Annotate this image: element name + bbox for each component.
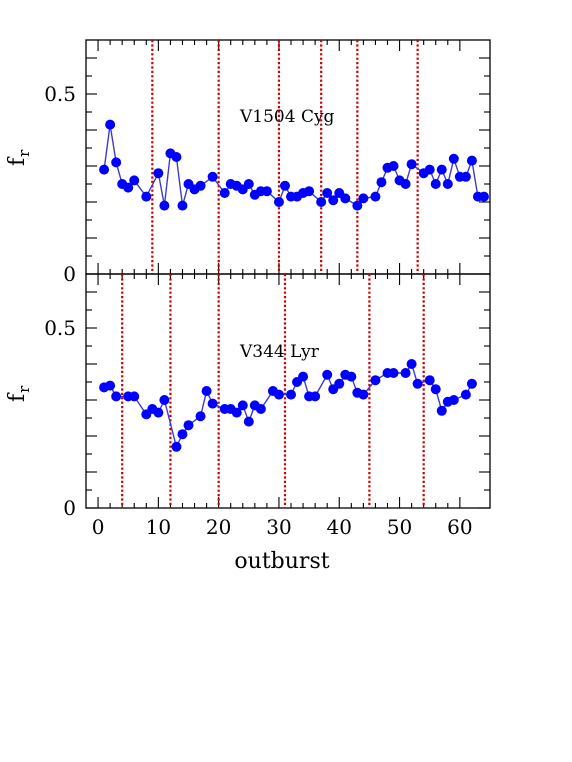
data-point: [243, 416, 254, 427]
data-point: [219, 188, 230, 198]
data-point: [346, 371, 357, 382]
data-point: [171, 152, 182, 162]
y-axis-label-subscript: r: [15, 149, 33, 157]
data-point: [442, 179, 453, 189]
y-tick-label: 0.5: [44, 316, 76, 340]
data-point: [273, 389, 284, 400]
data-point: [460, 171, 471, 182]
x-axis-label: outburst: [234, 549, 329, 574]
data-point: [231, 407, 242, 418]
data-point: [129, 391, 140, 402]
data-point: [141, 191, 152, 202]
data-point: [159, 395, 170, 405]
data-point: [460, 389, 471, 400]
data-point: [358, 193, 369, 204]
data-point: [273, 197, 284, 207]
data-point: [328, 195, 339, 206]
data-point: [430, 384, 441, 395]
plot-frame: [85, 39, 491, 275]
data-point: [370, 191, 381, 202]
y-axis-label: fr: [5, 385, 33, 402]
data-point: [279, 180, 290, 191]
data-point: [195, 180, 206, 191]
data-point: [448, 395, 459, 405]
data-point: [111, 157, 122, 168]
data-point: [388, 368, 399, 378]
data-point: [376, 177, 387, 188]
data-point: [286, 389, 297, 400]
data-point: [358, 389, 369, 400]
data-point: [159, 200, 170, 211]
data-point: [105, 119, 116, 130]
data-point: [322, 188, 333, 198]
y-tick-label: 0: [63, 496, 76, 520]
panel-label-v344-lyr: V344 Lyr: [239, 342, 320, 362]
y-axis-label-main: f: [5, 156, 30, 166]
x-tick-label: 30: [266, 515, 291, 539]
data-point: [201, 386, 212, 396]
data-point: [334, 378, 345, 389]
data-point: [177, 429, 188, 440]
data-point: [388, 161, 399, 171]
y-tick-label: 0.5: [44, 82, 76, 106]
data-point: [171, 441, 182, 452]
data-point: [352, 200, 363, 211]
data-point: [153, 407, 164, 418]
panel-v1504-cyg: V1504 Cyg fr 0.5 0: [5, 39, 491, 286]
data-point: [195, 411, 206, 422]
data-point: [255, 404, 266, 414]
data-point: [183, 420, 194, 431]
data-point: [322, 369, 333, 380]
data-point: [123, 182, 134, 193]
data-point: [400, 368, 411, 378]
x-tick-label: 0: [92, 515, 105, 539]
data-point: [406, 159, 417, 170]
data-point: [207, 171, 218, 182]
data-point: [207, 398, 218, 409]
data-point: [436, 405, 447, 416]
x-tick-label: 40: [327, 515, 352, 539]
data-point: [153, 168, 164, 179]
data-point: [424, 375, 435, 386]
x-tick-label: 50: [387, 515, 412, 539]
data-point: [237, 400, 248, 411]
data-point: [177, 200, 188, 211]
y-axis-label: fr: [5, 149, 33, 166]
data-point: [340, 193, 351, 204]
data-point: [261, 186, 272, 197]
data-point: [424, 164, 435, 175]
data-point: [243, 179, 254, 189]
data-point: [129, 175, 140, 186]
data-point: [436, 164, 447, 175]
data-point: [406, 359, 417, 369]
series-line: [103, 362, 473, 449]
x-tick-label: 10: [146, 515, 171, 539]
data-point: [370, 375, 381, 386]
data-point: [316, 197, 327, 207]
data-point: [448, 153, 459, 164]
data-point: [400, 179, 411, 189]
data-point: [466, 155, 477, 166]
y-tick-label: 0: [63, 262, 76, 286]
panel-v344-lyr: V344 Lyr fr outburst 0.5 00 10 20 30 40 50 60: [5, 273, 491, 574]
y-axis-label-main: f: [5, 392, 30, 402]
data-point: [478, 191, 489, 202]
x-tick-label: 60: [447, 515, 472, 539]
data-point: [105, 380, 116, 391]
plot-frame: [85, 273, 491, 509]
data-point: [99, 164, 110, 175]
y-axis-label-subscript: r: [15, 385, 33, 393]
data-point: [111, 391, 122, 402]
data-point: [412, 378, 423, 389]
data-point: [430, 179, 441, 189]
panel-label-v1504-cyg: V1504 Cyg: [239, 107, 335, 127]
data-point: [466, 378, 477, 389]
data-point: [298, 371, 309, 382]
x-tick-label: 20: [206, 515, 231, 539]
data-point: [310, 391, 321, 402]
data-point: [304, 186, 315, 197]
